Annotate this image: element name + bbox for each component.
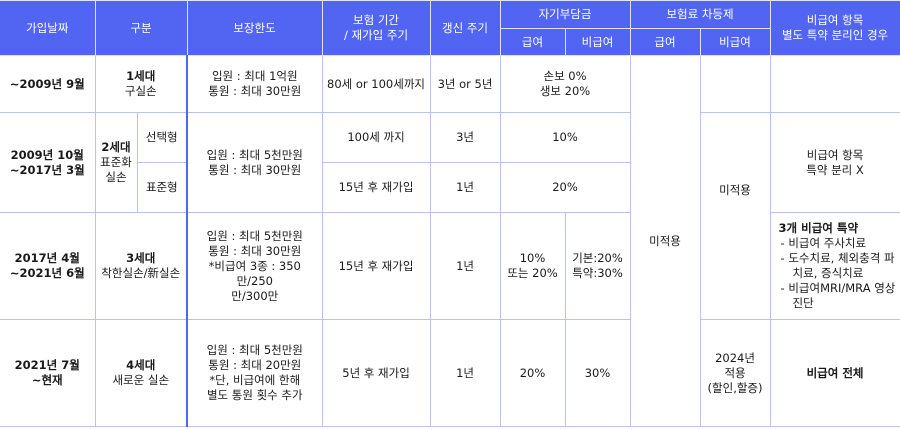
list-item: 도수치료, 체외충격 파치료, 증식치료 [788,251,896,281]
gen1-renewal: 3년 or 5년 [429,55,501,113]
gen2-self-pay-a: 10% [499,112,631,163]
gen4-premium-noncovered: 2024년 적용 (할인,할증) [699,319,771,427]
gen4-date: 2021년 7월 ~현재 [0,319,96,427]
gen3-type: 3세대 착한실손/新실손 [94,212,189,320]
gen2-option-standard: 표준형 [136,162,189,213]
gen4-title: 4세대 [126,358,156,372]
gen4-type: 4세대 새로운 실손 [94,319,189,427]
gen1-period: 80세 or 100세까지 [321,55,431,113]
list-item: 비급여MRI/MRA 영상 진단 [788,281,896,311]
gen4-self-pay-covered: 20% [499,319,566,427]
header-coverage-limit: 보장한도 [186,0,323,56]
header-self-pay-noncovered: 비급여 [564,28,631,56]
gen1-premium-noncovered [699,55,771,113]
gen3-period: 15년 후 재가입 [321,212,431,320]
gen4-subtitle: 새로운 실손 [112,373,170,387]
gen4-period: 5년 후 재가입 [321,319,431,427]
gen2-renewal-a: 3년 [429,112,501,163]
gen3-title: 3세대 [126,251,156,265]
gen3-separation: 3개 비급여 특약 비급여 주사치료 도수치료, 체외충격 파치료, 증식치료 … [769,212,900,320]
gen3-limit: 입원 : 최대 5천만원 통원 : 최대 30만원 *비급여 3종 : 350만… [186,212,323,320]
gen2-self-pay-b: 20% [499,162,631,213]
gen2-separation: 비급여 항목 특약 분리 X [769,112,900,213]
gen2-limit: 입원 : 최대 5천만원 통원 : 최대 30만원 [186,112,323,213]
header-self-pay: 자기부담금 [499,0,631,29]
table-row-gen2-a: 2009년 10월 ~2017년 3월 2세대 표준화 실손 선택형 입원 : … [0,112,900,320]
gen2-date: 2009년 10월 ~2017년 3월 [0,112,96,213]
gen2-renewal-b: 1년 [429,162,501,213]
gen4-renewal: 1년 [429,319,501,427]
gen1-subtitle: 구실손 [124,84,157,98]
gen1-limit: 입원 : 최대 1억원 통원 : 최대 30만원 [186,55,323,113]
list-item: 비급여 주사치료 [788,236,896,251]
gen2-option-selective: 선택형 [136,112,189,163]
gen2-period-b: 15년 후 재가입 [321,162,431,213]
gen1-self-pay: 손보 0% 생보 20% [499,55,631,113]
gen4-self-pay-noncovered: 30% [564,319,631,427]
premium-covered-all: 미적용 [629,55,701,427]
gen3-separation-list: 비급여 주사치료 도수치료, 체외충격 파치료, 증식치료 비급여MRI/MRA… [779,236,896,311]
table-row-gen4: 2021년 7월 ~현재 4세대 새로운 실손 입원 : 최대 5천만원 통원 … [0,319,900,427]
gen1-date: ~2009년 9월 [0,55,96,113]
gen2-period-a: 100세 까지 [321,112,431,163]
header-renewal: 갱신 주기 [429,0,501,56]
gen3-self-pay-covered: 10% 또는 20% [499,212,566,320]
gen2-title: 2세대 [101,140,131,154]
gen1-type: 1세대 구실손 [94,55,189,113]
table-row-gen2-b: 표준형 15년 후 재가입 1년 20% [0,162,900,213]
header-premium-noncovered: 비급여 [699,28,771,56]
gen1-separation [769,55,900,113]
header-premium-covered: 급여 [629,28,701,56]
gen3-renewal: 1년 [429,212,501,320]
gen3-subtitle: 착한실손/新실손 [101,266,181,280]
header-type: 구분 [94,0,188,56]
header-self-pay-covered: 급여 [500,28,566,56]
premium-noncovered-gen123: 미적용 [699,112,771,320]
header-period: 보험 기간 / 재가입 주기 [321,0,431,56]
gen2-type: 2세대 표준화 실손 [94,112,138,213]
gen3-separation-title: 3개 비급여 특약 [778,221,859,235]
gen4-limit: 입원 : 최대 5천만원 통원 : 최대 20만원 *단, 비급여에 한해 별도… [186,319,323,427]
gen3-date: 2017년 4월 ~2021년 6월 [0,212,96,320]
gen4-separation: 비급여 전체 [769,319,900,427]
header-premium-diff: 보험료 차등제 [629,0,771,29]
gen3-self-pay-noncovered: 기본:20% 특약:30% [564,212,631,320]
table-row-gen3: 2017년 4월 ~2021년 6월 3세대 착한실손/新실손 입원 : 최대 … [0,212,900,320]
header-noncovered-separation: 비급여 항목 별도 특약 분리인 경우 [769,0,900,56]
gen1-title: 1세대 [126,69,156,83]
table-row-gen1: ~2009년 9월 1세대 구실손 입원 : 최대 1억원 통원 : 최대 30… [0,55,900,427]
header-join-date: 가입날짜 [0,0,96,56]
gen2-subtitle: 표준화 실손 [100,155,132,184]
